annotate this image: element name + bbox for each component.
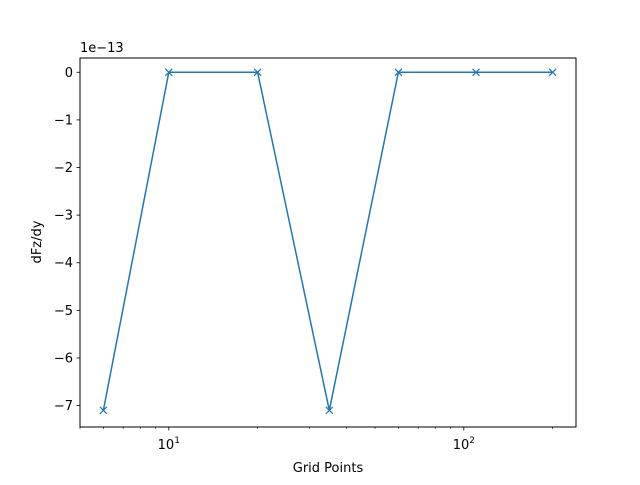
x-axis-label: Grid Points	[293, 461, 364, 476]
y-tick-label: −4	[54, 256, 73, 271]
y-tick-label: −5	[54, 304, 73, 319]
y-tick-label: −3	[54, 209, 73, 224]
marker-stroke	[472, 68, 480, 77]
data-point-marker	[325, 406, 334, 415]
y-tick-label: −7	[54, 399, 73, 414]
marker-stroke	[325, 406, 334, 415]
y-tick-label: 0	[65, 66, 73, 81]
data-point-marker	[253, 68, 262, 77]
data-point-marker	[99, 406, 108, 415]
y-axis-label: dFz/dy	[30, 220, 45, 263]
data-point-marker	[164, 68, 173, 77]
data-point-marker	[548, 68, 557, 77]
y-tick-label: −2	[54, 161, 73, 176]
marker-stroke	[164, 68, 173, 77]
data-point-marker	[472, 68, 480, 77]
marker-stroke	[253, 68, 262, 77]
data-point-marker	[394, 68, 403, 77]
marker-stroke	[394, 68, 403, 77]
y-tick-label: −6	[54, 351, 73, 366]
axes-frame	[79, 57, 577, 428]
marker-stroke	[548, 68, 557, 77]
y-offset-label: 1e−13	[80, 41, 124, 56]
y-tick-label: −1	[54, 113, 73, 128]
plot-area	[80, 58, 576, 427]
marker-stroke	[99, 406, 108, 415]
